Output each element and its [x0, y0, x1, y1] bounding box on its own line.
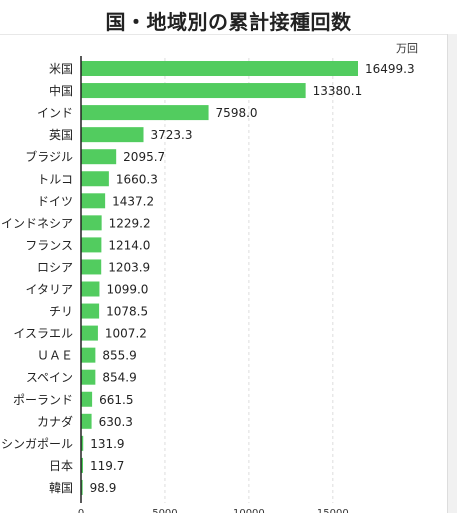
bar-4 — [81, 149, 117, 165]
category-label-3: 英国 — [49, 128, 73, 142]
category-label-10: イタリア — [25, 283, 73, 297]
bar-11 — [81, 303, 100, 319]
category-label-7: インドネシア — [1, 216, 73, 230]
value-label-4: 2095.7 — [123, 150, 165, 164]
category-label-6: ドイツ — [37, 194, 73, 208]
value-label-17: 131.9 — [90, 437, 124, 451]
category-label-0: 米国 — [49, 62, 73, 76]
category-label-1: 中国 — [49, 83, 73, 98]
value-label-5: 1660.3 — [116, 172, 158, 186]
category-label-18: 日本 — [49, 459, 73, 473]
value-label-14: 854.9 — [102, 371, 136, 385]
bar-0 — [81, 61, 358, 76]
value-label-3: 3723.3 — [151, 128, 193, 142]
category-label-11: チリ — [49, 305, 73, 319]
category-label-16: カナダ — [37, 414, 73, 429]
chart-panel — [0, 34, 447, 514]
category-label-9: ロシア — [37, 260, 73, 274]
bar-10 — [81, 281, 100, 297]
category-label-17: シンガポール — [1, 437, 73, 451]
value-label-0: 16499.3 — [365, 62, 415, 76]
bar-3 — [81, 127, 144, 143]
x-tick-label-0: 0 — [78, 508, 84, 513]
value-label-11: 1078.5 — [106, 305, 148, 319]
bar-14 — [81, 369, 96, 385]
bar-9 — [81, 259, 102, 275]
category-label-19: 韓国 — [49, 481, 73, 495]
bar-1 — [81, 83, 306, 99]
category-label-4: ブラジル — [25, 149, 73, 164]
chart-title: 国・地域別の累計接種回数 — [105, 10, 352, 34]
category-label-15: ポーランド — [13, 393, 73, 407]
category-label-2: インド — [37, 106, 73, 120]
value-label-19: 98.9 — [90, 481, 117, 495]
bar-15 — [81, 391, 93, 407]
x-tick-label-3: 15000 — [317, 508, 349, 513]
bar-17 — [81, 435, 84, 451]
value-label-10: 1099.0 — [106, 283, 148, 297]
value-label-15: 661.5 — [99, 393, 133, 407]
scroll-strip — [447, 34, 457, 513]
category-label-8: フランス — [25, 238, 73, 252]
bar-18 — [81, 457, 84, 473]
bar-13 — [81, 347, 96, 363]
value-label-1: 13380.1 — [313, 84, 363, 98]
bar-5 — [81, 171, 109, 187]
value-label-6: 1437.2 — [112, 194, 154, 208]
bar-6 — [81, 193, 106, 209]
category-label-5: トルコ — [37, 172, 73, 186]
bar-8 — [81, 237, 102, 253]
category-label-14: スペイン — [26, 371, 73, 385]
bar-2 — [81, 105, 209, 121]
bar-19 — [81, 479, 83, 495]
category-label-13: ＵＡＥ — [37, 349, 73, 363]
bar-16 — [81, 413, 92, 429]
value-label-2: 7598.0 — [216, 106, 258, 120]
category-label-12: イスラエル — [13, 327, 73, 341]
value-label-18: 119.7 — [90, 459, 124, 473]
value-label-12: 1007.2 — [105, 327, 147, 341]
x-tick-label-1: 5000 — [152, 508, 177, 513]
value-label-8: 1214.0 — [108, 238, 150, 252]
value-label-16: 630.3 — [99, 415, 133, 429]
value-label-7: 1229.2 — [109, 216, 151, 230]
bar-12 — [81, 325, 98, 341]
x-tick-label-2: 10000 — [233, 508, 265, 513]
value-label-13: 855.9 — [102, 349, 136, 363]
unit-label: 万回 — [396, 42, 418, 55]
value-label-9: 1203.9 — [108, 260, 150, 274]
bar-7 — [81, 215, 102, 231]
